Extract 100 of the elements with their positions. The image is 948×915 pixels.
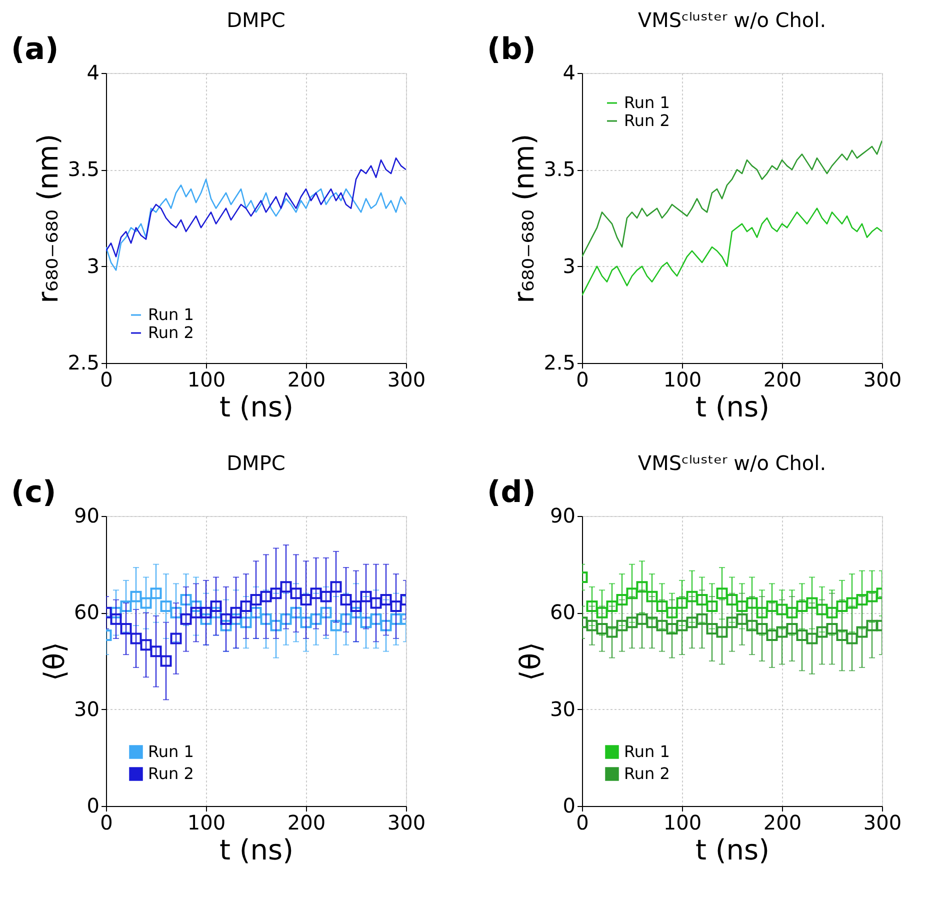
point [200,606,212,618]
point [310,613,322,625]
point [696,594,708,606]
point [816,626,828,638]
point [240,600,252,612]
point [110,606,122,618]
point [300,616,312,628]
point [360,590,372,602]
y-tick-label: 2.5 [68,350,100,374]
point [836,600,848,612]
point [220,613,232,625]
point [130,590,142,602]
point [856,594,868,606]
x-tick-label: 100 [187,810,226,834]
point [380,594,392,606]
x-tick-label: 200 [287,810,326,834]
point [390,613,402,625]
x-axis-title: t (ns) [219,834,294,866]
point [786,606,798,618]
point [210,606,222,618]
point [676,620,688,632]
point [240,616,252,628]
legend-label: Run 2 [148,764,194,783]
point [696,613,708,625]
y-tick-label: 4 [86,60,100,84]
text: (d) [487,475,536,510]
point [230,613,242,625]
point [826,623,838,635]
line-series [582,208,882,296]
line-series [106,178,406,271]
point [666,623,678,635]
point [250,594,262,606]
point [606,600,618,612]
point [626,616,638,628]
legend-label: Run 1 [148,305,194,324]
x-axis-title: t (ns) [219,390,294,424]
x-tick-label: 200 [763,810,802,834]
point [796,600,808,612]
point [756,606,768,618]
y-axis-title: ⟨θ⟩ [38,642,72,681]
y-tick-label: 2.5 [544,350,576,374]
point [360,616,372,628]
y-axis-title: ⟨θ⟩ [514,642,548,681]
point [726,616,738,628]
y-tick-label: 90 [74,504,100,528]
line-series [582,140,882,258]
legend-label: Run 2 [624,764,670,783]
chart-title: VMSᶜˡᵘˢᵗᵉʳ w/o Chol. [638,8,826,32]
y-tick-label: 3.5 [68,157,100,182]
text: (b) [487,32,536,67]
y-tick-label: 0 [562,794,576,818]
y-axis-title: r₆₈₀₋₆₈₀ (nm) [508,134,541,304]
point [746,620,758,632]
point [260,590,272,602]
y-axis-title: r₆₈₀₋₆₈₀ (nm) [32,134,65,304]
point [596,606,608,618]
chart-title: DMPC [226,451,286,475]
x-tick-label: 100 [187,368,226,392]
point [866,620,878,632]
x-tick-label: 300 [863,810,902,834]
text: (c) [11,475,56,510]
point [636,581,648,593]
point [320,606,332,618]
point [656,600,668,612]
chart-title: VMSᶜˡᵘˢᵗᵉʳ w/o Chol. [638,451,826,475]
point [866,590,878,602]
point [220,620,232,632]
point [826,606,838,618]
point [160,600,172,612]
point [330,581,342,593]
point [676,597,688,609]
y-tick-label: 30 [550,696,576,721]
x-axis-title: t (ns) [695,834,770,866]
point [330,620,342,632]
point [190,606,202,618]
point [150,646,162,658]
point [806,632,818,644]
point [370,597,382,609]
point [180,613,192,625]
point [716,588,728,600]
point [390,600,402,612]
point [796,629,808,641]
legend-label: Run 1 [624,93,670,112]
point [846,632,858,644]
y-tick-label: 3.5 [544,157,576,182]
point [320,590,332,602]
point [766,629,778,641]
point [706,623,718,635]
point [270,588,282,600]
point [856,626,868,638]
point [340,613,352,625]
legend-label: Run 1 [624,742,670,761]
point [776,604,788,616]
point [806,597,818,609]
point [300,594,312,606]
point [380,620,392,632]
y-tick-label: 3 [86,254,100,278]
point [616,620,628,632]
point [230,606,242,618]
point [766,600,778,612]
